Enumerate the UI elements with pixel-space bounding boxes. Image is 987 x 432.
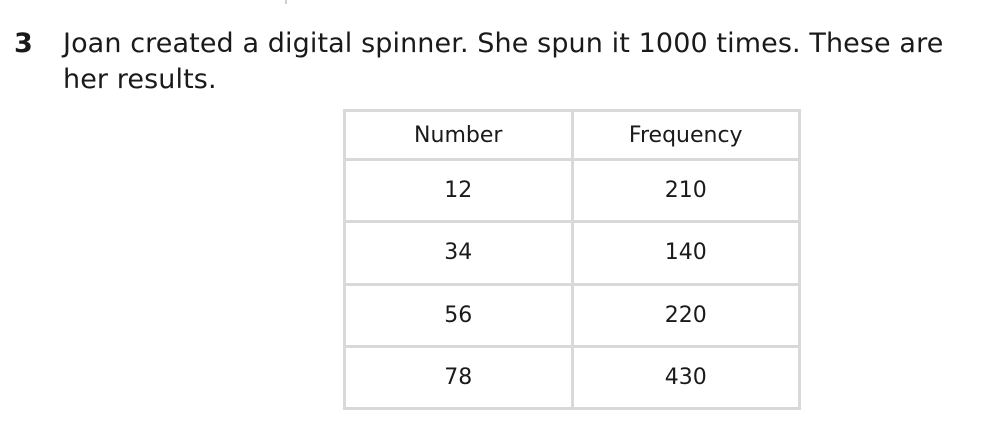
table-row: 78 430 [343,344,801,411]
cell-number: 78 [343,344,574,411]
cell-frequency: 140 [570,220,801,286]
header-number: Number [343,109,574,161]
table-row: 34 140 [343,220,801,286]
cell-number: 34 [343,220,574,286]
cell-frequency: 220 [570,282,801,348]
cell-frequency: 430 [570,344,801,411]
page-top-mark [285,0,287,4]
cell-number: 12 [343,157,574,224]
table-header-row: Number Frequency [343,109,801,161]
table-row: 12 210 [343,157,801,224]
cell-number: 56 [343,282,574,348]
header-frequency: Frequency [570,109,801,161]
cell-frequency: 210 [570,157,801,224]
question-number: 3 [14,28,33,59]
table-row: 56 220 [343,282,801,348]
results-table: Number Frequency 12 210 34 140 56 220 78… [343,109,801,411]
question-text: Joan created a digital spinner. She spun… [63,28,944,95]
results-table-container: Number Frequency 12 210 34 140 56 220 78… [343,109,801,411]
